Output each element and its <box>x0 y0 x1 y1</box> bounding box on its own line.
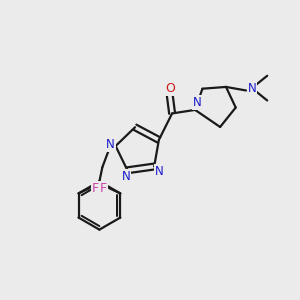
Text: O: O <box>165 82 175 95</box>
Text: N: N <box>155 165 164 178</box>
Text: N: N <box>122 170 130 183</box>
Text: F: F <box>100 182 107 195</box>
Text: N: N <box>106 138 115 151</box>
Text: N: N <box>248 82 256 94</box>
Text: N: N <box>193 96 202 109</box>
Text: F: F <box>92 182 99 195</box>
